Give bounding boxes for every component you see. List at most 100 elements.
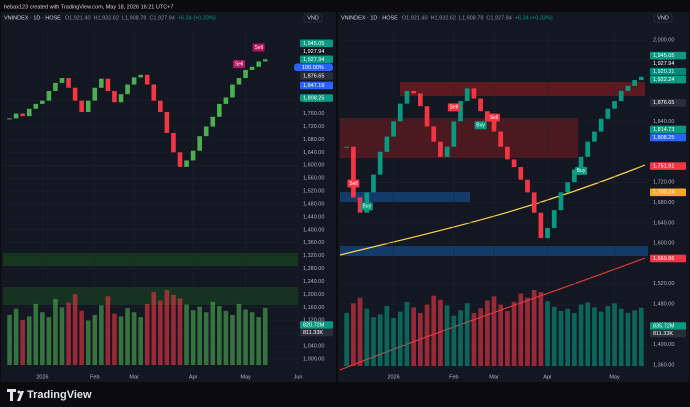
volume-bar [20,319,25,365]
zone-band [3,253,298,266]
candle [458,101,463,122]
candle [151,84,157,101]
candle [531,192,537,213]
volume-bar [525,297,530,366]
candle [438,141,443,157]
candle [210,116,216,127]
candle [72,87,78,101]
candle [144,74,150,85]
volume-bar [638,307,644,366]
candle [351,146,356,198]
candle [164,111,170,133]
candle [40,100,45,104]
price-badge-label: 1,751.91 [653,164,674,170]
candle [357,197,363,213]
volume-bar [171,294,176,365]
candle [131,77,137,85]
ohlc-value: L1,908.78 [459,15,483,21]
price-badge-label: 1,945.05 [303,41,324,47]
price-badge [300,72,333,80]
volume-bar [13,308,19,365]
signal-label: Sell [235,61,243,67]
candle [344,146,350,148]
currency-box [303,13,323,23]
volume-bar [33,303,39,365]
candle [118,94,124,103]
candle [505,146,510,160]
volume-bar [203,312,209,365]
price-badge [650,133,686,142]
ohlc-value: O1,921.40 [402,15,428,21]
volume-bar [424,304,430,366]
volume-bar [79,310,84,365]
plots: 1,000.001,040.001,080.001,120.001,160.00… [3,13,686,380]
volume-bar [625,313,631,366]
brand-name: TradingView [27,389,92,401]
candle [262,59,268,62]
volume-bar [411,307,416,366]
candle [612,101,617,109]
zone-band [340,118,578,158]
volume-bar [184,304,189,365]
signal-label: Sell [349,181,357,187]
price-badge-label: 1,922.24 [653,77,674,83]
candle [243,69,248,79]
volume-bar [438,299,443,366]
candle [404,90,410,104]
signal-label: Buy [577,168,586,174]
volume-bar [131,312,137,365]
y-tick-label: 1,680.00 [303,137,324,143]
candle [484,111,490,122]
volume-bar [605,306,611,366]
price-badge-label: 1,920.31 [653,69,674,75]
candle [13,113,19,119]
price-badge [650,67,686,76]
volume-bar [397,311,403,366]
candle [572,169,577,183]
price-badge [650,75,686,84]
candle [190,150,196,161]
candle [203,126,209,137]
volume-badge [650,329,686,338]
price-badge-label: 1,876.65 [653,100,674,106]
volume-bar [197,306,202,365]
candle [236,78,242,85]
price-badge [650,162,686,170]
candle [85,100,91,112]
y-tick-label: 1,440.00 [303,214,324,220]
y-tick-label: 1,000.00 [303,356,324,362]
volume-bar [578,304,584,366]
candle [491,121,497,132]
ohlc-value: C1,927.94 [149,15,174,21]
y-tick-label: 1,240.00 [303,279,324,285]
volume-bar [505,310,510,366]
volume-bar [249,312,255,365]
price-badge-label: 1,808.25 [653,135,674,141]
y-tick-label: 1,160.00 [303,305,324,311]
x-tick-label: Feb [449,374,458,380]
signal-tag [488,113,500,122]
y-tick-label: 1,040.00 [303,344,324,350]
y-tick-label: 1,760.00 [303,111,324,117]
price-badge [300,55,333,64]
volume-bar [99,305,104,365]
candle [59,78,65,83]
volume-bar [518,293,524,366]
volume-bar [66,302,71,365]
currency-label: VND [657,15,669,21]
candle [66,78,71,88]
candle [585,141,591,157]
candle [171,132,176,153]
candle [464,88,470,102]
volume-bar [538,292,544,366]
candle [197,136,202,151]
volume-bar [256,317,261,365]
volume-bar [551,306,557,366]
candle [518,167,524,180]
candle [498,131,504,147]
symbol-title: VNINDEX · 1D · HOSE [4,15,61,21]
candle [53,82,58,91]
volume-bar [177,298,183,365]
volume-bar [85,320,91,365]
